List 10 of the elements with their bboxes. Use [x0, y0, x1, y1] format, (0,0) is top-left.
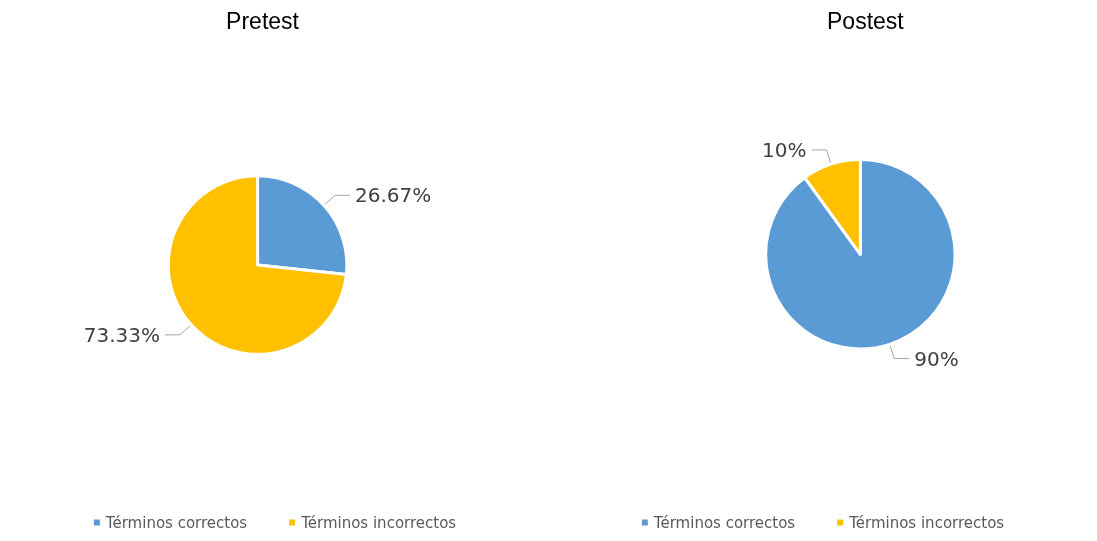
legend-label: Términos incorrectos	[300, 513, 457, 532]
data-label: 73.33%	[83, 322, 161, 347]
chart-title: Postest	[827, 7, 905, 34]
data-label: 10%	[762, 137, 807, 162]
data-label: 26.67%	[355, 183, 432, 208]
legend-label: Términos correctos	[652, 513, 796, 532]
legend-label: Términos correctos	[104, 513, 248, 532]
data-label: 90%	[914, 346, 959, 371]
chart-title: Pretest	[226, 7, 300, 34]
legend-label: Términos incorrectos	[848, 513, 1005, 532]
